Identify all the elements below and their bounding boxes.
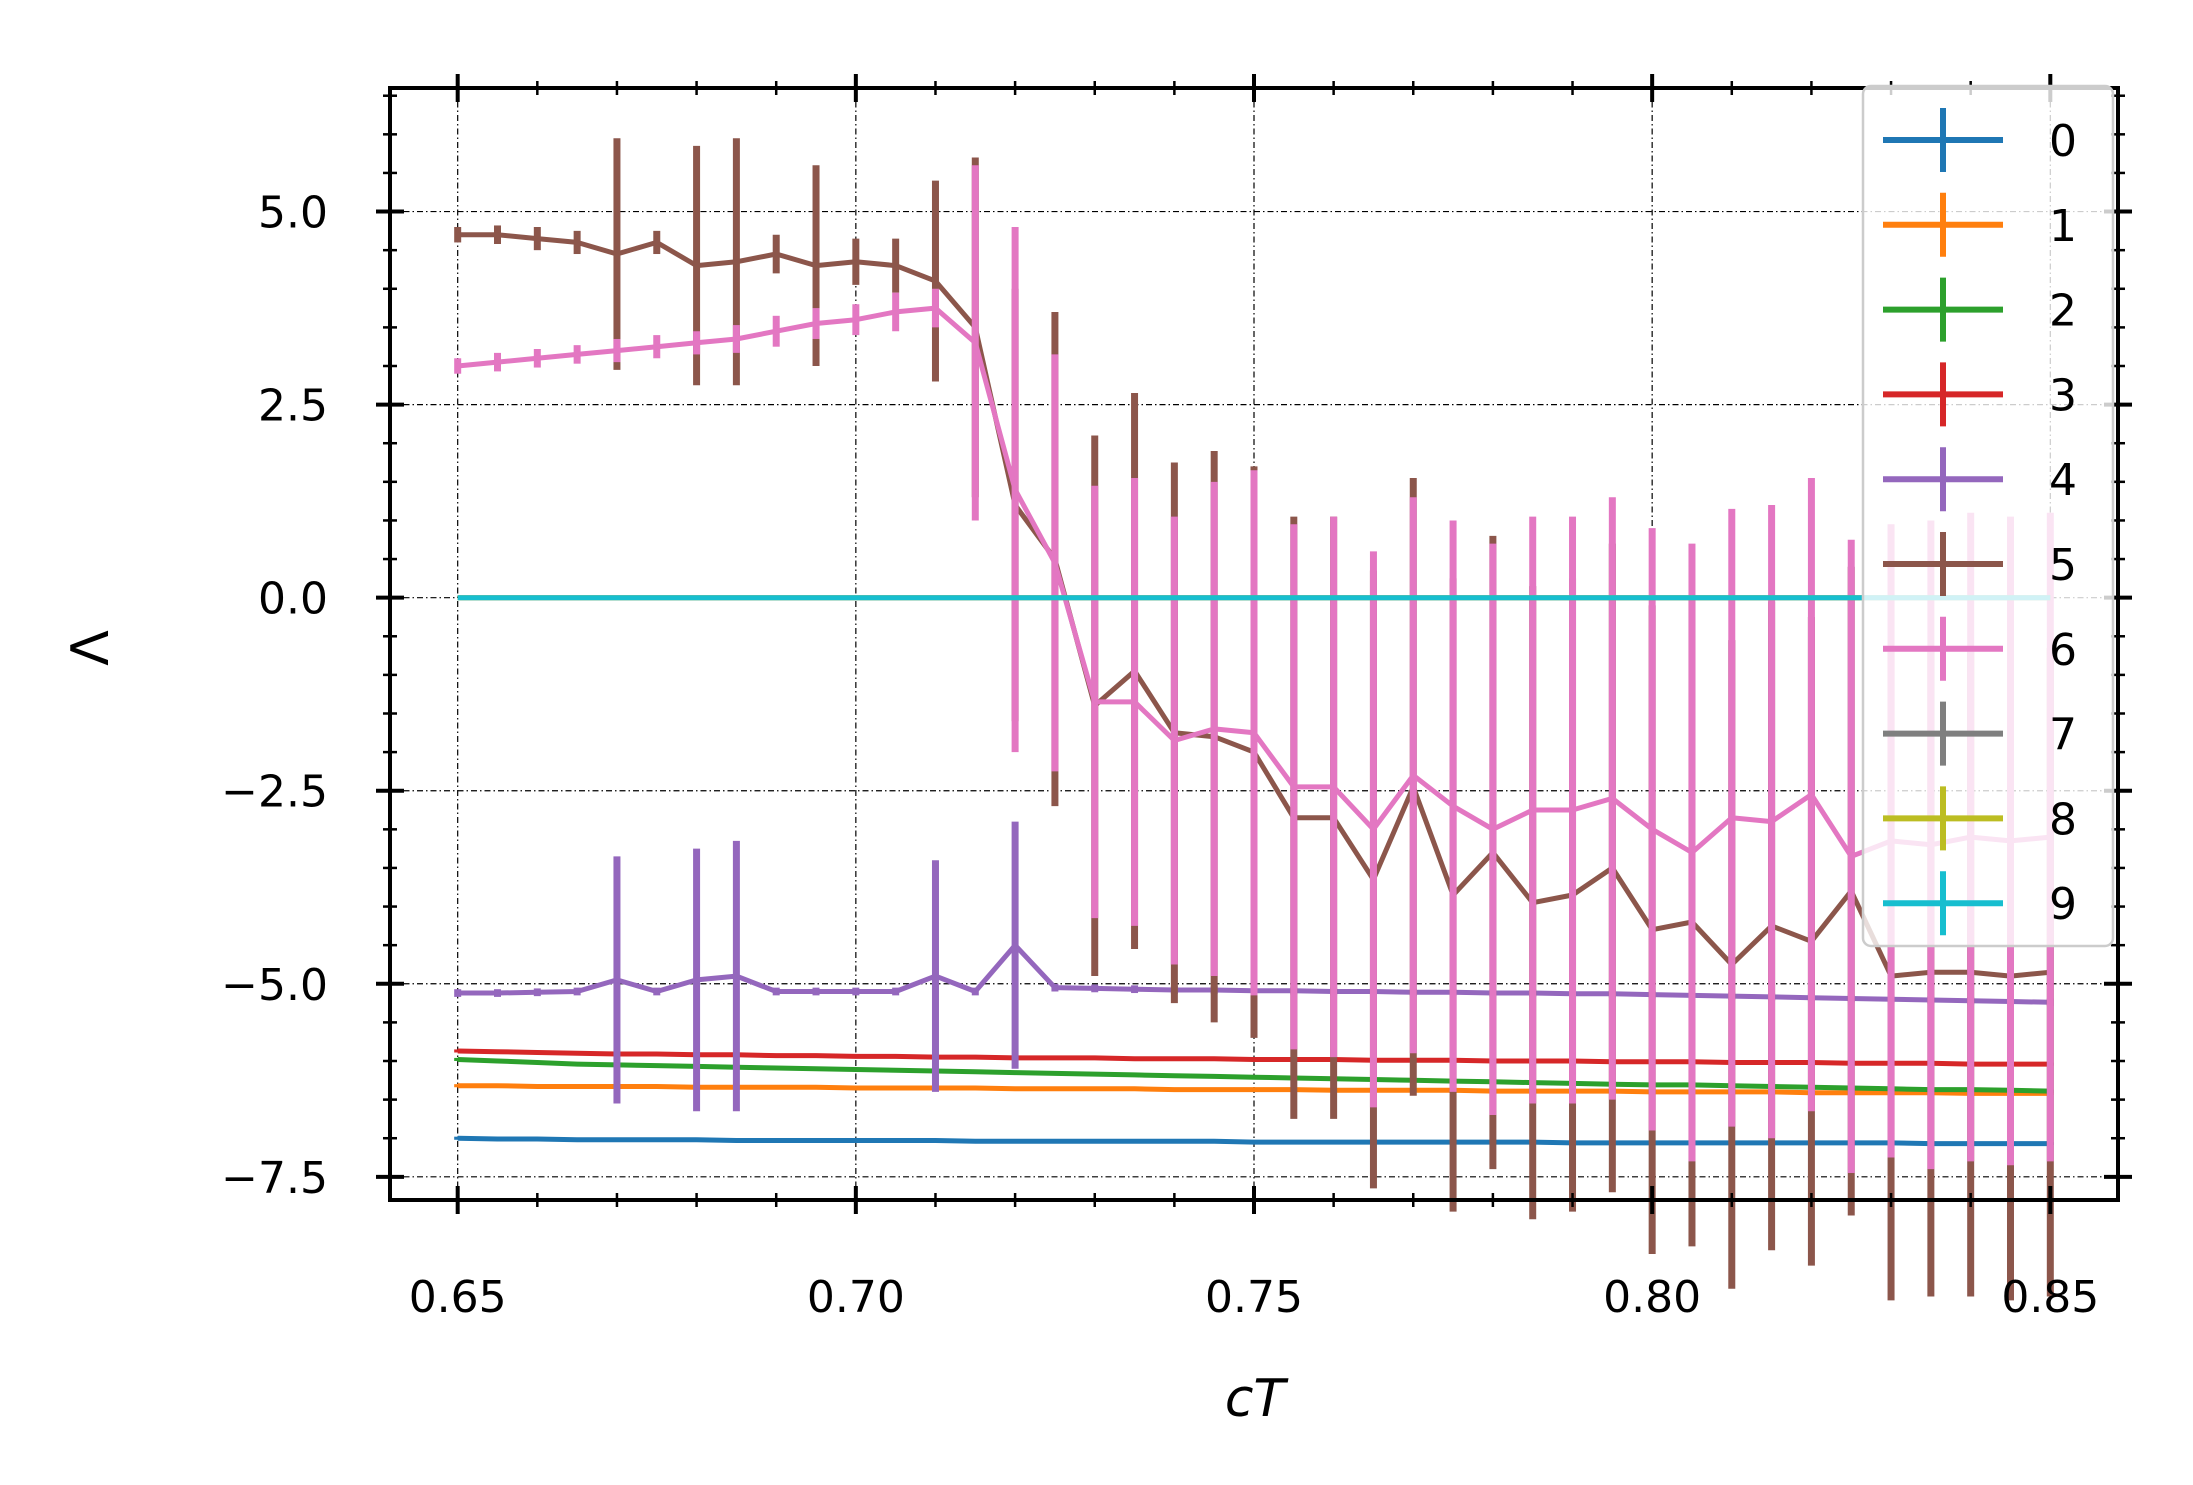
legend-label: 1: [2049, 201, 2077, 252]
series-line: [457, 305, 2051, 859]
y-axis-label: Λ: [61, 630, 121, 666]
x-tick-label: 0.70: [807, 1272, 905, 1323]
x-tick-labels: 0.65 0.70 0.75 0.80 0.85: [409, 1272, 2100, 1323]
series-line: [457, 1135, 2051, 1147]
x-tick-label: 0.80: [1603, 1272, 1701, 1323]
legend-label: 3: [2049, 370, 2077, 421]
legend-item-5: 5: [1883, 532, 2077, 596]
legend-label: 2: [2049, 286, 2077, 337]
y-tick-label: −2.5: [221, 767, 328, 818]
legend-label: 6: [2049, 625, 2077, 676]
legend-item-0: 0: [1883, 108, 2077, 172]
legend-item-4: 4: [1883, 447, 2077, 512]
x-tick-label: 0.65: [409, 1272, 507, 1323]
x-tick-label: 0.85: [2001, 1272, 2099, 1323]
y-tick-label: −7.5: [221, 1153, 328, 1204]
y-tick-label: −5.0: [221, 960, 328, 1011]
legend-item-6: 6: [1883, 616, 2077, 681]
legend-item-3: 3: [1883, 362, 2077, 427]
legend-item-2: 2: [1883, 277, 2077, 342]
legend-item-1: 1: [1883, 192, 2077, 257]
legend: 0 1 2 3 4 5 6 7 8 9: [1861, 84, 2115, 948]
y-tick-label: 5.0: [258, 188, 328, 239]
legend-label: 9: [2049, 879, 2077, 930]
x-axis-label: cT: [1225, 1369, 1290, 1429]
legend-label: 7: [2049, 710, 2077, 761]
legend-label: 0: [2049, 116, 2077, 167]
legend-label: 8: [2049, 794, 2077, 845]
y-tick-labels: 5.0 2.5 0.0 −2.5 −5.0 −7.5: [221, 188, 328, 1204]
legend-label: 5: [2049, 540, 2077, 591]
x-tick-label: 0.75: [1205, 1272, 1303, 1323]
series-line: [457, 1057, 2051, 1094]
legend-label: 4: [2049, 455, 2077, 506]
y-tick-label: 0.0: [258, 574, 328, 625]
legend-item-7: 7: [1883, 701, 2077, 766]
legend-item-9: 9: [1883, 871, 2077, 936]
y-tick-label: 2.5: [258, 381, 328, 432]
series-line: [457, 1083, 2051, 1096]
legend-item-8: 8: [1883, 786, 2077, 851]
series-line: [457, 1048, 2051, 1067]
